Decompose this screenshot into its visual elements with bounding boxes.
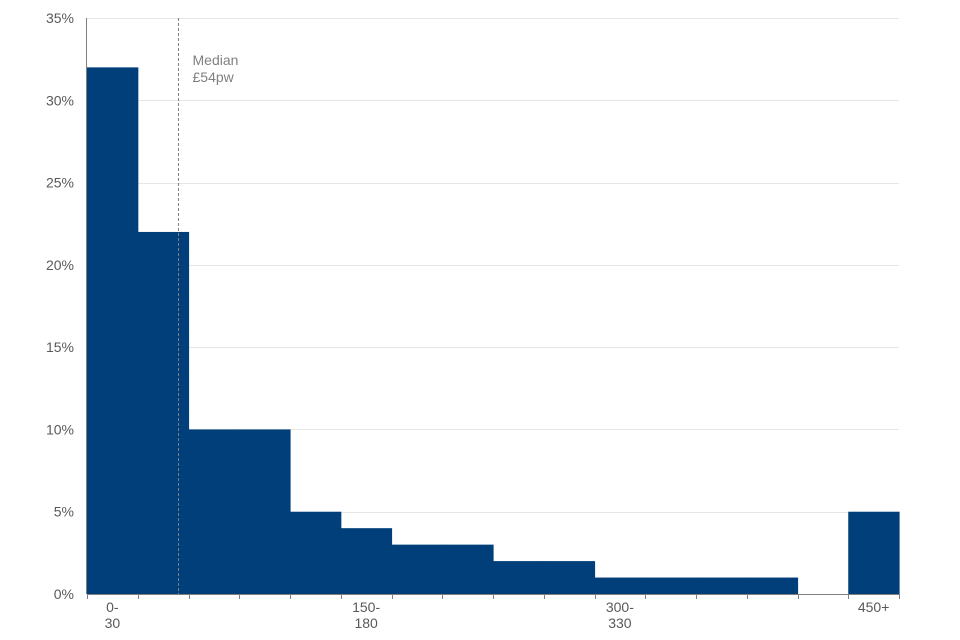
y-tick-label: 5% (54, 504, 74, 520)
x-tick-labels: 0-30 150-180 300-330 450+ (105, 599, 890, 631)
x-tick-label: 300-330 (606, 599, 634, 631)
y-tick-label: 10% (46, 421, 74, 437)
histogram-bar (391, 544, 443, 594)
y-tick-label: 15% (46, 339, 74, 355)
histogram-bar (340, 528, 393, 594)
histogram-bar (746, 577, 799, 594)
x-tick-label: 150-180 (352, 599, 380, 631)
x-tick-label: 0-30 (105, 599, 121, 631)
histogram-bar (239, 429, 291, 594)
histogram-bar (543, 561, 596, 594)
bars (87, 67, 900, 594)
median-marker: Median £54pw (178, 18, 239, 594)
y-tick-label: 30% (46, 92, 74, 108)
axes (86, 18, 900, 599)
histogram-bar (696, 577, 748, 594)
histogram-bar (594, 577, 646, 594)
histogram-bar (848, 511, 900, 594)
y-tick-label: 0% (54, 586, 74, 602)
histogram-bar (137, 231, 190, 594)
histogram-bar (645, 577, 697, 594)
histogram-bar (290, 511, 342, 594)
y-tick-label: 25% (46, 175, 74, 191)
y-tick-labels: 0% 5% 10% 15% 20% 25% 30% 35% (46, 10, 74, 602)
y-tick-label: 35% (46, 10, 74, 26)
histogram-bar (87, 67, 139, 594)
y-tick-label: 20% (46, 257, 74, 273)
x-tick-label: 450+ (858, 599, 890, 615)
median-annotation: Median £54pw (193, 52, 239, 85)
histogram-bar (442, 544, 494, 594)
histogram-bar (188, 429, 240, 594)
histogram-bar (493, 561, 545, 594)
